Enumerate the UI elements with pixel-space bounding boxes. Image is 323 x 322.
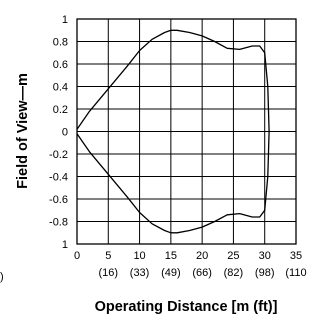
y-tick-label: 0.4 bbox=[53, 82, 68, 94]
y-tick-label: -0.6 bbox=[49, 194, 68, 206]
field-of-view-curve bbox=[76, 29, 270, 234]
y-tick-label: 0 bbox=[62, 127, 68, 139]
tick-labels: 0 5(16)10(33)15(49)20(66)25(82)30(98)35(1… bbox=[49, 14, 307, 279]
y-tick-label: -0.2 bbox=[49, 149, 68, 161]
x-tick-label: 25 bbox=[227, 250, 239, 262]
plot-frame bbox=[76, 18, 297, 245]
y-tick-label: 1 bbox=[62, 239, 68, 251]
x-tick-sublabel: (33) bbox=[130, 267, 150, 279]
y-axis-title: Field of View—m bbox=[15, 73, 31, 189]
x-tick-sublabel: (98) bbox=[255, 267, 275, 279]
x-tick-sublabel: (49) bbox=[161, 267, 181, 279]
x-tick-label: 5 bbox=[105, 250, 111, 262]
grid bbox=[77, 19, 296, 244]
x-tick-sublabel: (110 bbox=[285, 267, 306, 279]
y-tick-label: 0.8 bbox=[53, 37, 68, 49]
y-tick-label: 0.2 bbox=[53, 104, 68, 116]
y-tick-label: -0.4 bbox=[49, 172, 68, 184]
x-tick-label: 15 bbox=[165, 250, 177, 262]
x-tick-label: 30 bbox=[259, 250, 271, 262]
series-group bbox=[76, 29, 270, 234]
left-edge-label: ) bbox=[0, 271, 4, 283]
x-tick-sublabel: (16) bbox=[99, 267, 119, 279]
x-tick-label: 35 bbox=[290, 250, 302, 262]
x-tick-label: 0 bbox=[74, 250, 80, 262]
x-tick-label: 20 bbox=[196, 250, 208, 262]
x-tick-sublabel: (82) bbox=[224, 267, 244, 279]
x-axis-title: Operating Distance [m (ft)] bbox=[95, 299, 278, 315]
x-tick-label: 10 bbox=[133, 250, 145, 262]
y-tick-label: 1 bbox=[62, 14, 68, 26]
y-tick-label: 0.6 bbox=[53, 59, 68, 71]
x-tick-sublabel: (66) bbox=[192, 267, 212, 279]
y-tick-label: -0.8 bbox=[49, 217, 68, 229]
